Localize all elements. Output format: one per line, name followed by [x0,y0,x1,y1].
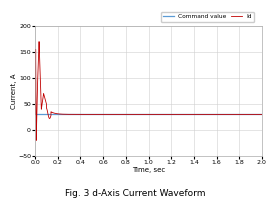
Id [43,96,46,98]
Id [144,113,148,116]
Id [35,121,38,123]
Command value [147,113,150,116]
Command value [33,113,37,116]
Id [248,113,252,116]
Y-axis label: Current, A: Current, A [11,73,16,109]
Id [78,113,81,116]
Legend: Command value, Id: Command value, Id [161,12,254,22]
Id [47,116,50,118]
X-axis label: Time, sec: Time, sec [132,167,165,173]
Id [35,139,38,142]
Id [260,113,264,116]
Id [33,113,37,116]
Text: Fig. 3 d-Axis Current Waveform: Fig. 3 d-Axis Current Waveform [65,189,205,198]
Id [38,40,41,43]
Line: Id: Id [35,42,262,140]
